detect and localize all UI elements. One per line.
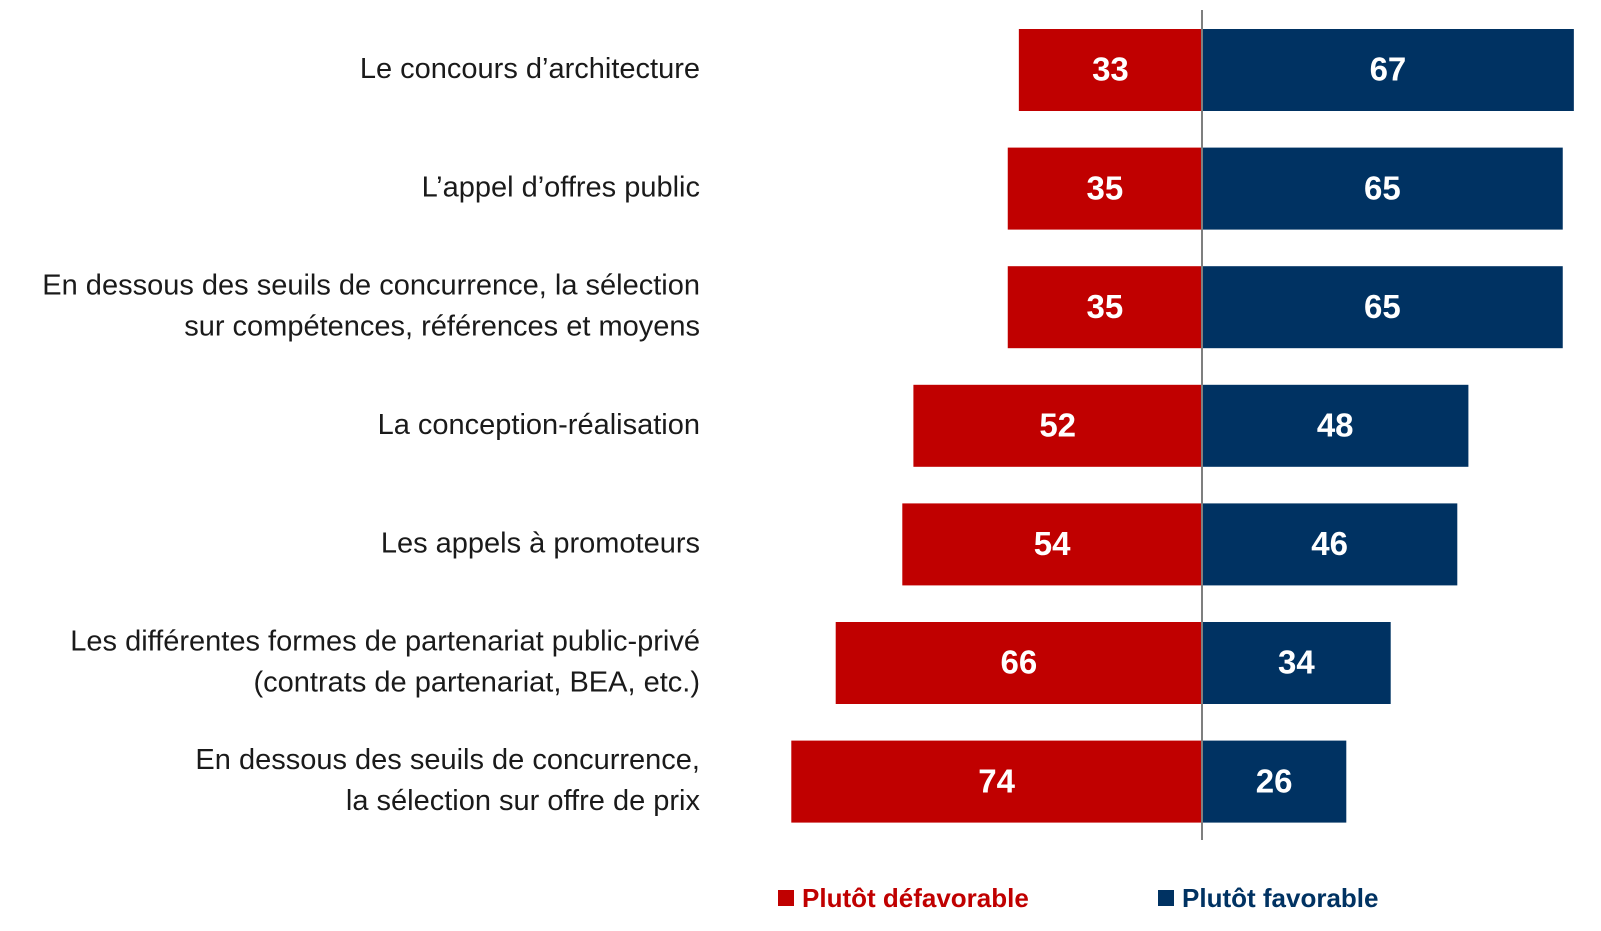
category-label: Les appels à promoteurs <box>381 527 700 559</box>
legend-label: Plutôt défavorable <box>802 883 1029 913</box>
bar <box>1007 147 1202 230</box>
bar <box>1202 503 1458 586</box>
category-line: Les appels à promoteurs <box>381 527 700 559</box>
legend-label: Plutôt favorable <box>1182 883 1378 913</box>
bar <box>791 740 1202 823</box>
value-label: 46 <box>1311 525 1348 562</box>
category-line: Le concours d’architecture <box>360 53 700 85</box>
value-label: 54 <box>1034 525 1071 562</box>
bar <box>1202 384 1469 467</box>
category-line: (contrats de partenariat, BEA, etc.) <box>254 666 700 698</box>
value-label: 65 <box>1364 169 1401 206</box>
category-line: L’appel d’offres public <box>422 171 700 203</box>
category-label: La conception-réalisation <box>378 408 700 440</box>
category-line: En dessous des seuils de concurrence, la… <box>42 269 700 301</box>
legend-swatch <box>1158 890 1174 906</box>
value-label: 48 <box>1317 407 1354 444</box>
category-line: sur compétences, références et moyens <box>184 310 700 342</box>
value-label: 74 <box>978 762 1015 799</box>
bar <box>1202 266 1563 349</box>
category-label: En dessous des seuils de concurrence, la … <box>195 744 700 817</box>
value-label: 67 <box>1370 51 1407 88</box>
category-line: la sélection sur offre de prix <box>346 785 701 817</box>
category-line: La conception-réalisation <box>378 408 700 440</box>
bar <box>835 622 1202 704</box>
value-label: 35 <box>1087 288 1124 325</box>
bar <box>1202 622 1391 704</box>
bar <box>1018 29 1202 111</box>
category-label: L’appel d’offres public <box>422 171 700 203</box>
category-label: Les différentes formes de partenariat pu… <box>70 625 700 698</box>
bar <box>1007 266 1202 349</box>
bar <box>1202 147 1563 230</box>
value-label: 26 <box>1256 762 1293 799</box>
legend-swatch <box>778 890 794 906</box>
value-label: 52 <box>1039 407 1076 444</box>
bar <box>913 384 1202 467</box>
value-label: 34 <box>1278 644 1315 681</box>
category-line: En dessous des seuils de concurrence, <box>195 744 700 776</box>
value-label: 66 <box>1000 644 1037 681</box>
category-label: Le concours d’architecture <box>360 53 700 85</box>
bar <box>902 503 1202 586</box>
value-label: 65 <box>1364 288 1401 325</box>
category-label: En dessous des seuils de concurrence, la… <box>42 269 700 342</box>
category-line: Les différentes formes de partenariat pu… <box>70 625 700 657</box>
bar <box>1202 740 1347 823</box>
value-label: 33 <box>1092 51 1129 88</box>
bar <box>1202 29 1574 111</box>
value-label: 35 <box>1087 169 1124 206</box>
